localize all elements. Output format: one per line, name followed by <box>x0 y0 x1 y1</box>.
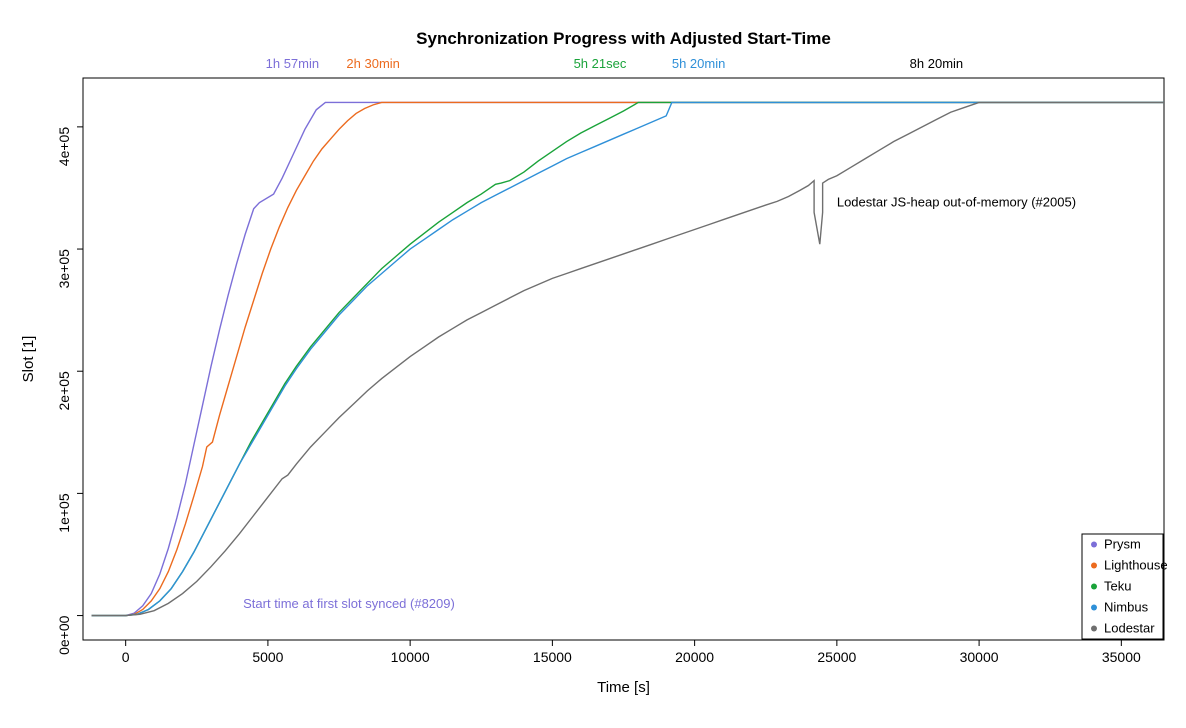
series-lodestar-end-label: 8h 20min <box>910 56 963 71</box>
legend-marker-lighthouse <box>1091 563 1097 569</box>
legend-item-label: Prysm <box>1104 537 1141 552</box>
series-nimbus <box>92 102 1164 615</box>
x-tick-label: 10000 <box>391 649 430 665</box>
x-tick-label: 25000 <box>817 649 856 665</box>
series-teku-end-label: 5h 21sec <box>574 56 627 71</box>
chart-title: Synchronization Progress with Adjusted S… <box>416 29 831 48</box>
series-prysm-end-label: 1h 57min <box>266 56 319 71</box>
series-group <box>92 102 1164 615</box>
x-tick-label: 30000 <box>960 649 999 665</box>
sync-progress-chart: Synchronization Progress with Adjusted S… <box>0 0 1186 728</box>
annotation: Start time at first slot synced (#8209) <box>243 596 455 611</box>
legend-item-label: Lighthouse <box>1104 558 1168 573</box>
y-tick-label: 3e+05 <box>56 249 72 289</box>
x-tick-label: 5000 <box>252 649 283 665</box>
plot-box <box>83 78 1164 640</box>
legend-item-label: Teku <box>1104 579 1131 594</box>
y-tick-label: 1e+05 <box>56 493 72 533</box>
x-tick-label: 35000 <box>1102 649 1141 665</box>
series-teku <box>92 102 1164 615</box>
legend: Prysm Lighthouse Teku Nimbus Lodestar <box>1082 534 1168 639</box>
legend-marker-lodestar <box>1091 626 1097 632</box>
series-prysm <box>92 102 1164 615</box>
y-tick-label: 4e+05 <box>56 127 72 167</box>
legend-item-label: Nimbus <box>1104 600 1149 615</box>
legend-item-label: Lodestar <box>1104 621 1155 636</box>
y-tick-label: 0e+00 <box>56 615 72 655</box>
series-nimbus-end-label: 5h 20min <box>672 56 725 71</box>
y-axis-label: Slot [1] <box>20 336 37 383</box>
series-lighthouse-end-label: 2h 30min <box>346 56 399 71</box>
x-axis-label: Time [s] <box>597 679 650 696</box>
annotation: Lodestar JS-heap out-of-memory (#2005) <box>837 194 1076 209</box>
series-lodestar <box>92 102 1164 615</box>
x-tick-label: 20000 <box>675 649 714 665</box>
legend-marker-teku <box>1091 584 1097 590</box>
series-lighthouse <box>92 102 1164 615</box>
y-tick-label: 2e+05 <box>56 371 72 411</box>
x-tick-label: 15000 <box>533 649 572 665</box>
legend-marker-prysm <box>1091 542 1097 548</box>
legend-marker-nimbus <box>1091 605 1097 611</box>
x-tick-label: 0 <box>122 649 130 665</box>
